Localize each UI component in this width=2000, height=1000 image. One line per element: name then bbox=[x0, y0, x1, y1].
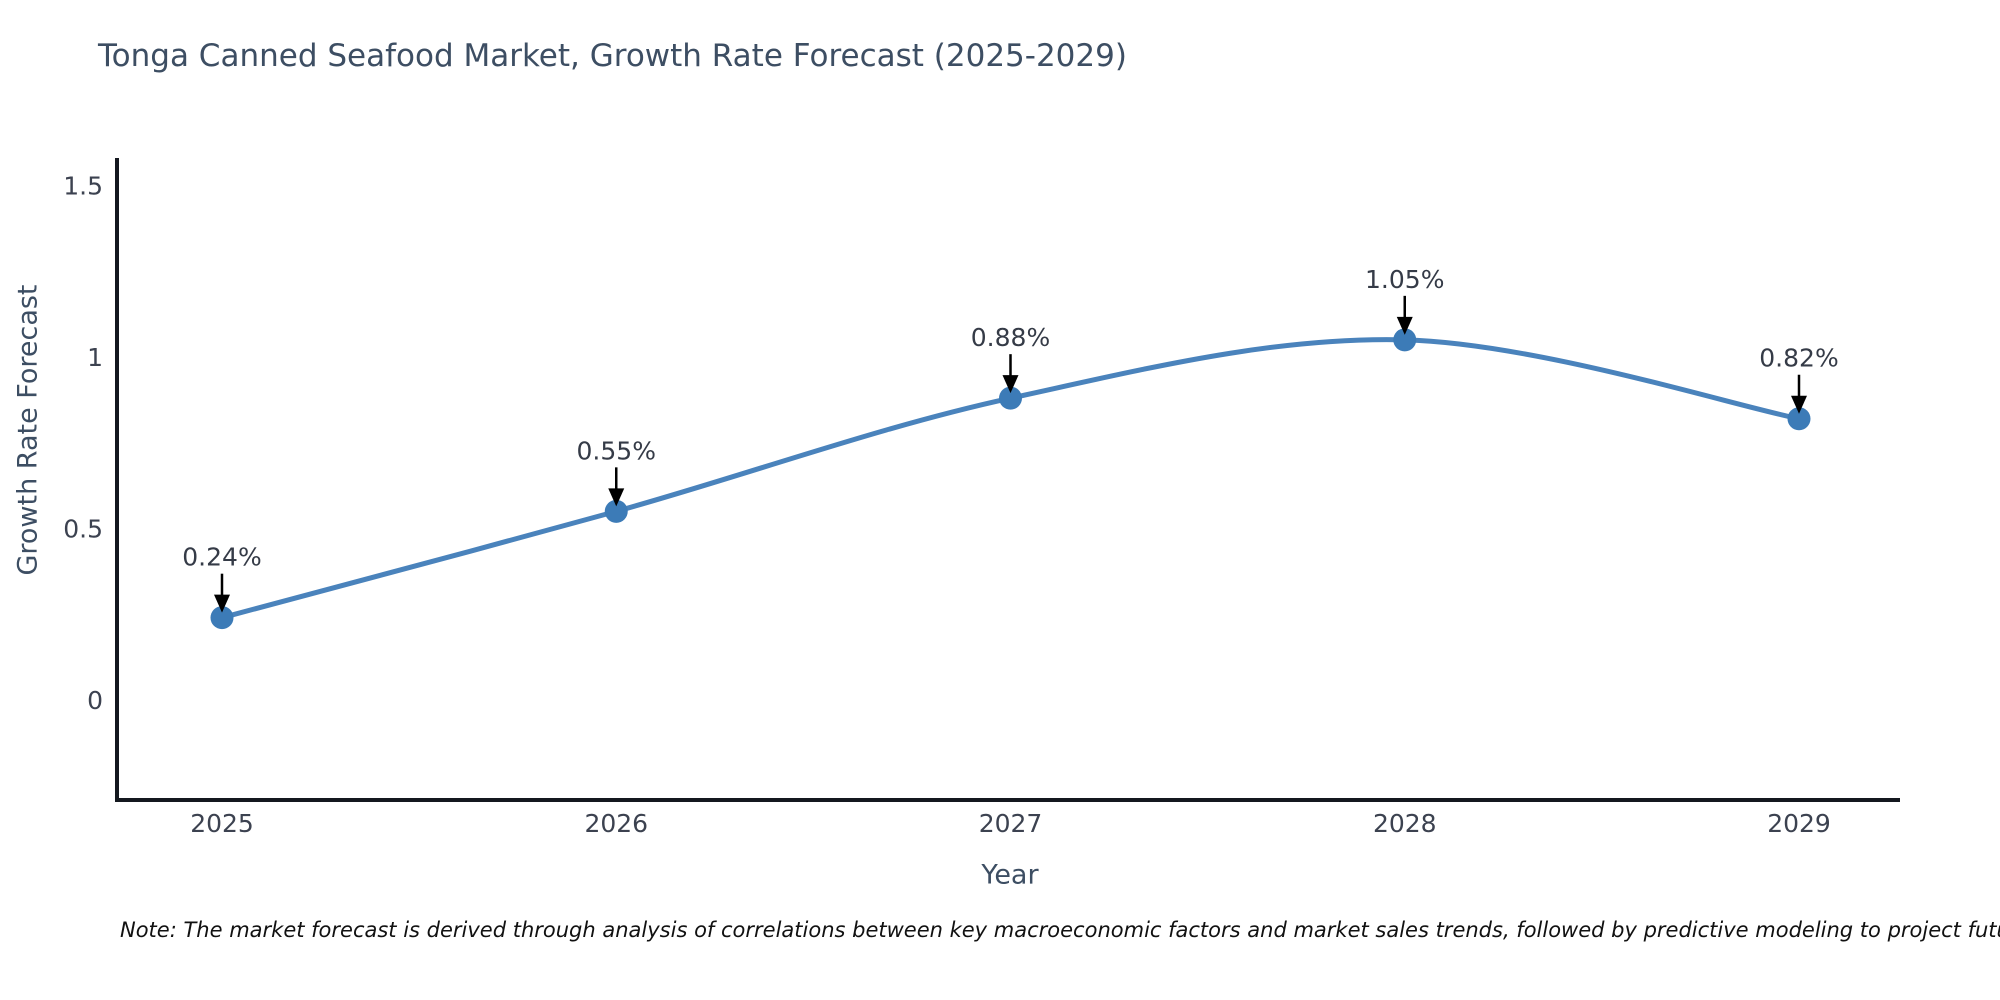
annotation-arrowhead bbox=[1002, 375, 1019, 394]
y-axis-title: Growth Rate Forecast bbox=[12, 284, 44, 576]
y-tick-label: 0.5 bbox=[63, 515, 103, 544]
data-point-marker bbox=[1393, 328, 1417, 352]
x-tick-label: 2027 bbox=[979, 809, 1043, 838]
x-tick-label: 2025 bbox=[190, 809, 254, 838]
y-tick-label: 1.5 bbox=[63, 172, 103, 201]
annotation-arrowhead bbox=[608, 488, 625, 507]
data-point-marker bbox=[1787, 407, 1811, 431]
y-tick-label: 0 bbox=[87, 686, 103, 715]
data-point-label: 0.88% bbox=[971, 323, 1050, 352]
annotation-arrowhead bbox=[214, 594, 230, 613]
data-point-marker bbox=[210, 606, 234, 630]
x-tick-label: 2029 bbox=[1767, 809, 1831, 838]
data-point-label: 0.82% bbox=[1759, 344, 1838, 373]
data-point-label: 0.55% bbox=[577, 436, 656, 465]
y-tick-label: 1 bbox=[87, 343, 103, 372]
footnote: Note: The market forecast is derived thr… bbox=[120, 918, 2000, 942]
chart-title: Tonga Canned Seafood Market, Growth Rate… bbox=[98, 38, 1127, 74]
annotation-arrowhead bbox=[1791, 395, 1807, 414]
annotation-arrowhead bbox=[1396, 316, 1413, 335]
x-tick-label: 2028 bbox=[1373, 809, 1437, 838]
data-point-label: 0.24% bbox=[182, 543, 261, 572]
x-tick-label: 2026 bbox=[584, 809, 648, 838]
data-point-label: 1.05% bbox=[1365, 265, 1444, 294]
data-point-marker bbox=[604, 499, 628, 523]
x-axis-title: Year bbox=[981, 859, 1039, 891]
data-point-marker bbox=[999, 386, 1022, 410]
